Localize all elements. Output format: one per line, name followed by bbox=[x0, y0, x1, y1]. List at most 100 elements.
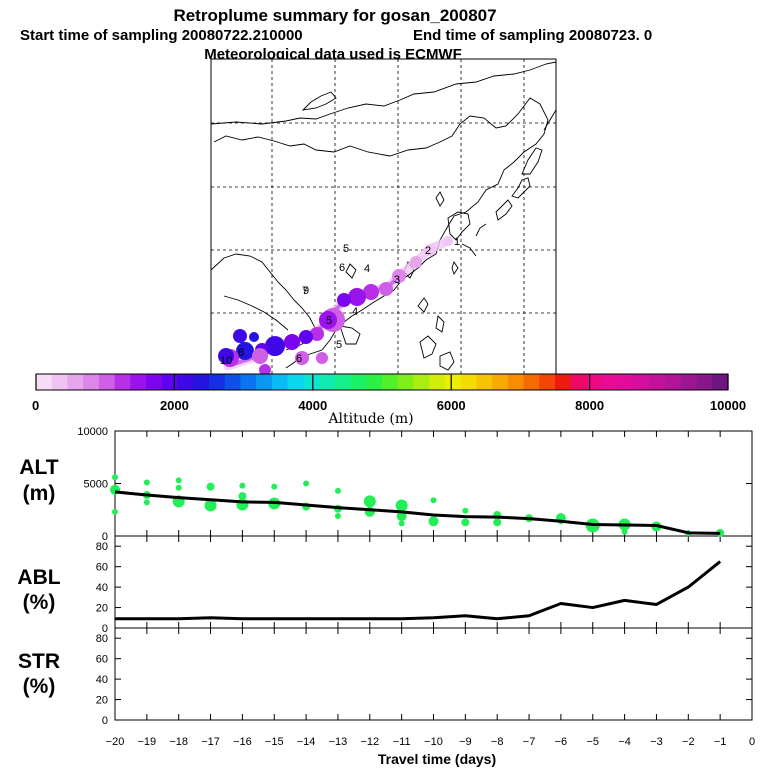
colorbar-tick-label: 6000 bbox=[437, 398, 466, 413]
x-tick-label: −11 bbox=[393, 736, 411, 748]
alt-point bbox=[430, 497, 437, 504]
alt-point bbox=[238, 492, 247, 501]
colorbar-cell bbox=[523, 374, 540, 390]
map-label: 4 bbox=[364, 263, 370, 275]
y-tick-label: 40 bbox=[96, 674, 108, 686]
altitude-colorbar: 0 2000 4000 6000 8000 10000 Altitude (m) bbox=[32, 373, 746, 427]
x-tick-label: −20 bbox=[106, 736, 125, 748]
x-tick-label: −16 bbox=[233, 736, 252, 748]
colorbar-cell bbox=[161, 374, 179, 390]
x-tick-label: −6 bbox=[555, 736, 568, 748]
colorbar-cell bbox=[36, 374, 53, 390]
x-tick-label: −10 bbox=[424, 736, 443, 748]
y-tick-label: 60 bbox=[96, 654, 108, 666]
colorbar-cell bbox=[460, 374, 477, 390]
colorbar-cell bbox=[507, 374, 525, 390]
colorbar-cell bbox=[224, 374, 242, 390]
x-tick-label: −3 bbox=[650, 736, 663, 748]
alt-point bbox=[204, 499, 217, 512]
alt-point bbox=[239, 482, 246, 489]
coastlines bbox=[211, 61, 556, 371]
colorbar-cell bbox=[397, 374, 415, 390]
map-label: 5 bbox=[343, 243, 349, 255]
x-tick-label: −7 bbox=[523, 736, 536, 748]
map-label: 5 bbox=[326, 315, 332, 327]
colorbar-cell bbox=[287, 374, 304, 390]
colorbar-tick-label: 0 bbox=[32, 398, 39, 413]
alt-point bbox=[334, 487, 341, 494]
str-panel-unit: (%) bbox=[23, 675, 56, 698]
y-tick-label: 5000 bbox=[84, 479, 108, 491]
colorbar-cell bbox=[696, 374, 713, 390]
alt-point bbox=[175, 477, 182, 484]
panel-frame-abl bbox=[114, 535, 753, 629]
y-tick-label: 20 bbox=[96, 603, 108, 615]
x-tick-label: −1 bbox=[714, 736, 727, 748]
alt-point bbox=[143, 499, 150, 506]
colorbar-cell bbox=[209, 374, 226, 390]
colorbar-cell bbox=[114, 374, 131, 390]
colorbar-cell bbox=[51, 374, 69, 390]
alt-scatter bbox=[110, 474, 725, 537]
plume-dots bbox=[218, 236, 453, 374]
alt-point bbox=[271, 483, 278, 490]
y-tick-label: 60 bbox=[96, 562, 108, 574]
abl-line bbox=[115, 560, 722, 621]
map-frame bbox=[210, 58, 557, 375]
x-tick-label: −15 bbox=[265, 736, 284, 748]
x-tick-label: −8 bbox=[491, 736, 504, 748]
colorbar-cell bbox=[146, 374, 163, 390]
alt-point bbox=[112, 508, 118, 515]
alt-point bbox=[206, 482, 215, 491]
alt-point bbox=[334, 513, 341, 520]
abl-panel-unit: (%) bbox=[23, 591, 56, 614]
colorbar-cell bbox=[130, 374, 147, 390]
colorbar-cell bbox=[366, 374, 383, 390]
alt-point bbox=[303, 480, 310, 487]
alt-panel-title: ALT bbox=[19, 456, 58, 479]
colorbar-cell bbox=[429, 374, 446, 390]
colorbar-cell bbox=[413, 374, 430, 390]
map-label: 6 bbox=[339, 262, 345, 274]
colorbar-cell bbox=[193, 374, 210, 390]
alt-point bbox=[428, 516, 439, 527]
colorbar-cell bbox=[350, 374, 367, 390]
map-label: 9 bbox=[303, 285, 309, 297]
colorbar-tick-label: 4000 bbox=[298, 398, 327, 413]
colorbar-cell bbox=[649, 374, 666, 390]
colorbar-cell bbox=[382, 374, 399, 390]
colorbar-cell bbox=[586, 374, 603, 390]
colorbar-cell bbox=[617, 374, 635, 390]
str-panel-title: STR bbox=[18, 650, 60, 673]
colorbar-cell bbox=[633, 374, 650, 390]
alt-point bbox=[621, 528, 628, 535]
x-tick-label: −5 bbox=[586, 736, 599, 748]
y-tick-label: 80 bbox=[96, 633, 108, 645]
trajectory-map: 1 2 3 4 5 6 7 8 9 10 5 4 5 6 bbox=[210, 58, 557, 375]
alt-point bbox=[143, 479, 150, 486]
colorbar-cell bbox=[256, 374, 273, 390]
map-label: 5 bbox=[336, 339, 342, 351]
abl-panel-title: ABL bbox=[17, 566, 60, 589]
colorbar-cell bbox=[555, 374, 572, 390]
colorbar-tick-label: 2000 bbox=[160, 398, 189, 413]
alt-panel-unit: (m) bbox=[23, 482, 56, 505]
colorbar-cell bbox=[602, 374, 619, 390]
x-tick-label: −2 bbox=[682, 736, 695, 748]
colorbar-tick-label: 10000 bbox=[710, 398, 746, 413]
colorbar-cell bbox=[303, 374, 320, 390]
map-grid bbox=[211, 59, 556, 374]
colorbar-cell bbox=[476, 374, 493, 390]
map-label: 6 bbox=[296, 353, 302, 365]
x-tick-label: −9 bbox=[459, 736, 472, 748]
colorbar-cell bbox=[83, 374, 100, 390]
alt-point bbox=[175, 484, 182, 491]
map-label: 4 bbox=[352, 306, 358, 318]
colorbar-label: Altitude (m) bbox=[327, 411, 413, 427]
x-tick-label: −14 bbox=[297, 736, 316, 748]
colorbar-cell bbox=[665, 374, 682, 390]
map-label: 2 bbox=[425, 245, 431, 257]
x-tick-label: −18 bbox=[169, 736, 188, 748]
